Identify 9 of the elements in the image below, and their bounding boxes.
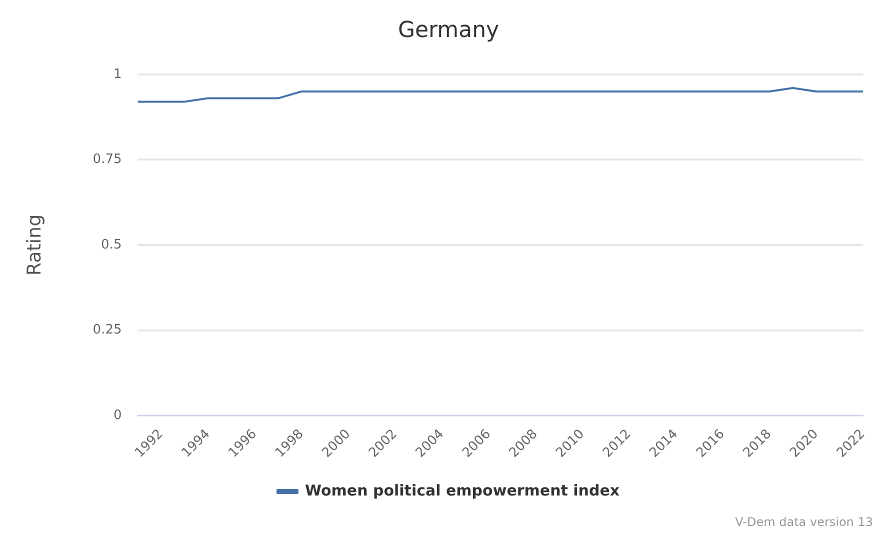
y-tick-label: 0.75 [92,152,122,168]
y-axis-title: Rating [23,214,46,276]
text: V-Dem data version 13 [735,515,873,530]
chart-title: Germany [398,18,500,43]
y-tick-label: 0 [113,408,122,423]
y-tick-label: 1 [113,66,122,82]
y-tick-label: 0.25 [92,322,122,338]
y-tick-label: 0.5 [101,237,122,252]
legend-label: Women political empowerment index [304,481,620,500]
